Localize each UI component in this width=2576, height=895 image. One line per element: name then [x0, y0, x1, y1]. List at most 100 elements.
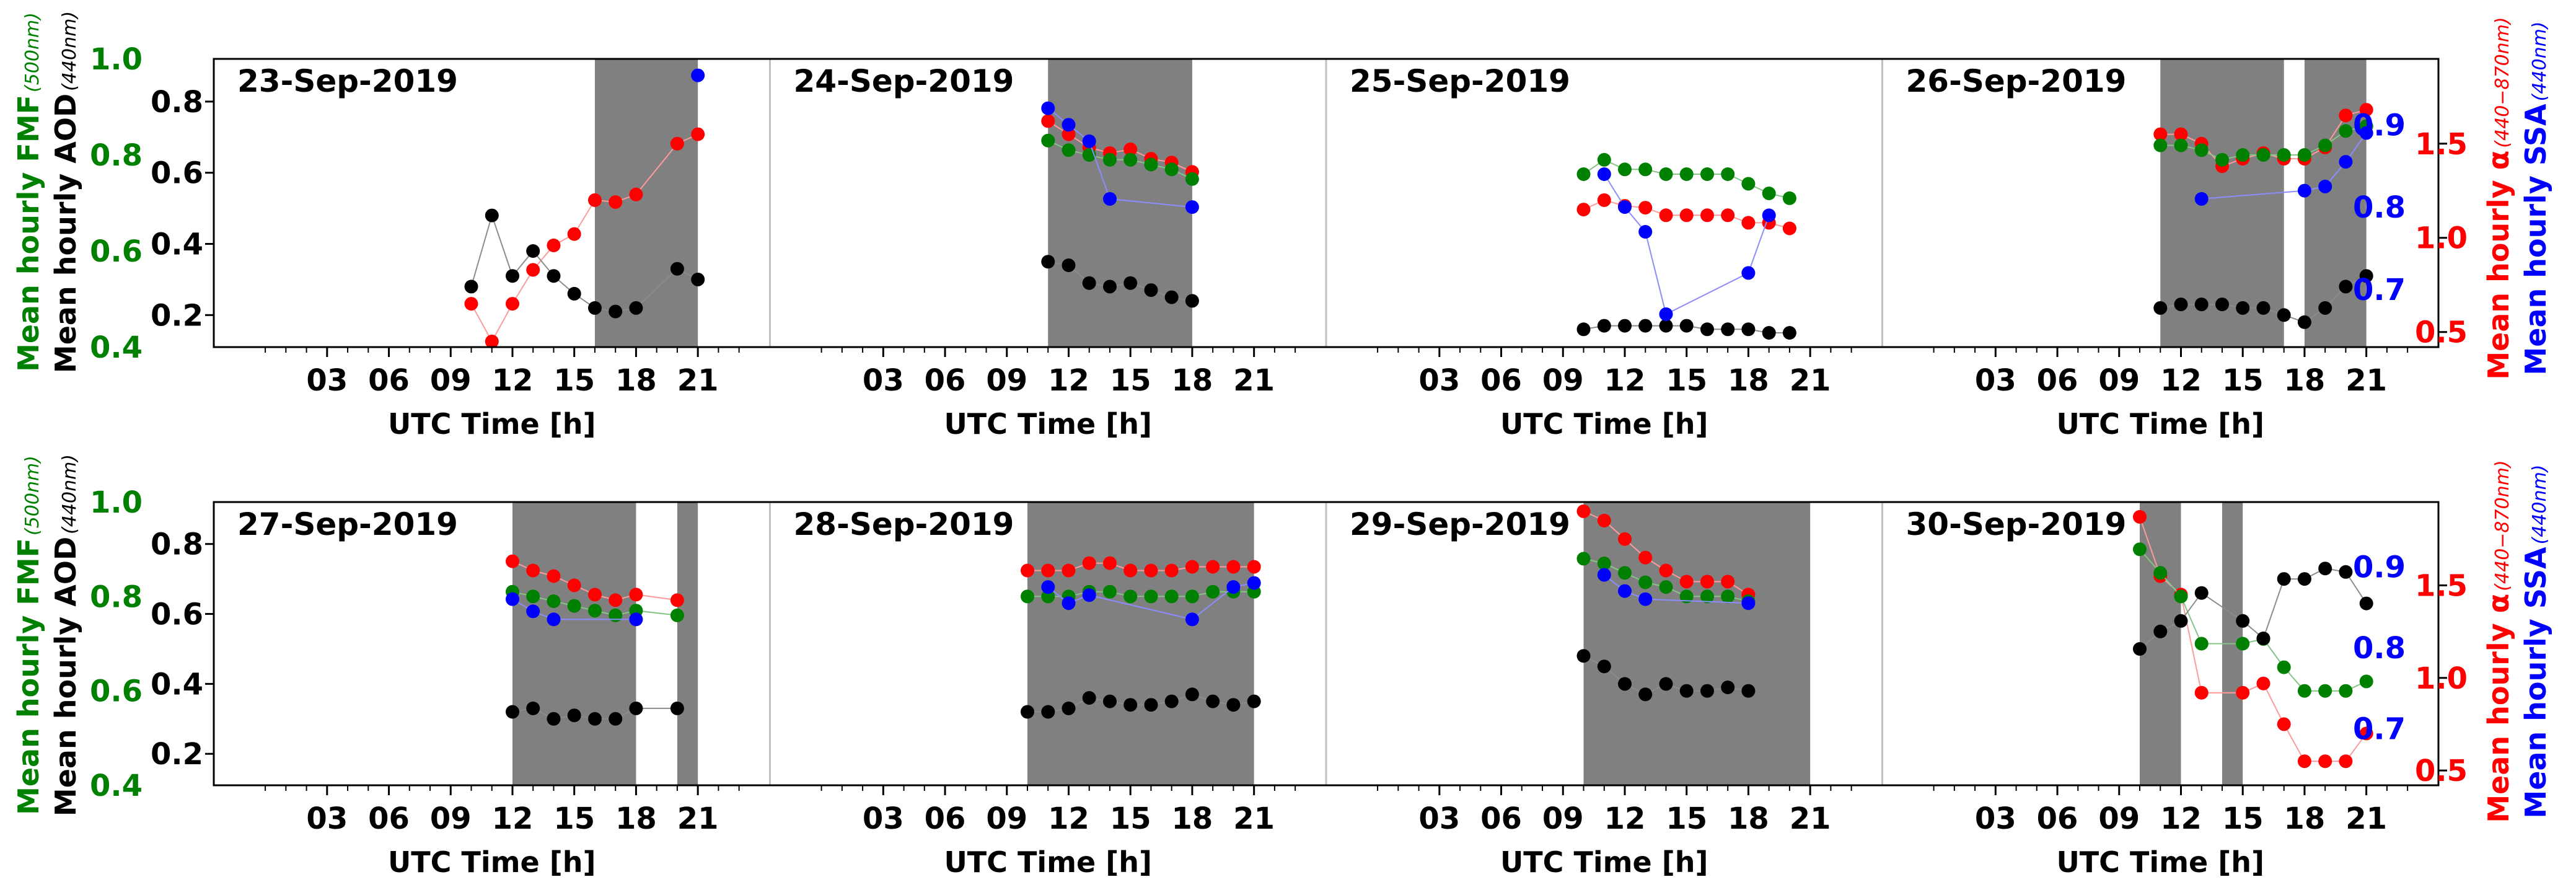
alpha-tick-label: 1.0: [2415, 661, 2468, 696]
aod-point: [1782, 326, 1796, 340]
fmf-point: [1164, 589, 1179, 604]
ssa-tick-label: 0.8: [2353, 631, 2406, 666]
x-tick-label: 18: [615, 363, 657, 398]
alpha-point: [1144, 563, 1158, 578]
aod-point: [1144, 283, 1158, 298]
aod-point: [1103, 280, 1117, 294]
ssa-point: [1062, 596, 1076, 611]
alpha-point: [1164, 563, 1179, 578]
aod-point: [1062, 258, 1076, 272]
alpha-tick-label: 0.5: [2415, 315, 2468, 350]
alpha-point: [506, 554, 519, 568]
ssa-point: [1041, 580, 1055, 594]
aod-point: [1638, 319, 1653, 333]
aod-point: [1638, 687, 1653, 702]
fmf-tick-label: 0.4: [90, 769, 143, 803]
fmf-point: [1576, 167, 1591, 181]
alpha-point: [1638, 550, 1653, 565]
alpha-point: [2194, 686, 2209, 700]
panel-29-Sep-2019: 29-Sep-2019 03 06 09 12 15 18 21 UTC Time [h]: [1325, 502, 1852, 879]
fmf-point: [1144, 157, 1158, 172]
alpha-point: [2297, 754, 2311, 769]
fmf-point: [609, 608, 623, 622]
x-axis-label: UTC Time [h]: [944, 845, 1152, 879]
panel-23-Sep-2019: 23-Sep-2019 03 06 09 12 15 18 21 UTC Time [h]: [237, 59, 740, 441]
ssa-point: [1618, 584, 1632, 598]
night-shading: [1027, 502, 1254, 785]
aod-point: [2339, 280, 2353, 294]
ssa-point: [1618, 200, 1632, 214]
aod-point: [1164, 694, 1179, 708]
aod-point: [2174, 298, 2188, 312]
aod-point: [1103, 694, 1117, 708]
aod-point: [629, 301, 643, 315]
aod-tick-label: 0.4: [151, 667, 203, 702]
panel-24-Sep-2019: 24-Sep-2019 03 06 09 12 15 18 21 UTC Time [h]: [769, 59, 1296, 441]
fmf-point: [2339, 684, 2353, 698]
aod-point: [2256, 301, 2270, 315]
ssa-point: [1247, 576, 1261, 590]
aod-point: [1659, 677, 1673, 691]
x-tick-label: 09: [1542, 363, 1584, 398]
alpha-point: [1082, 556, 1096, 570]
ssa-point: [1762, 208, 1776, 223]
alpha-point: [1700, 575, 1714, 589]
aod-point: [526, 244, 540, 258]
fmf-point: [2174, 589, 2188, 604]
aod-point: [2339, 565, 2353, 579]
aod-point: [567, 286, 581, 301]
aod-point: [1679, 319, 1694, 333]
aod-point: [1021, 705, 1034, 719]
fmf-point: [1041, 133, 1055, 148]
aod-point: [506, 705, 519, 719]
aod-point: [506, 269, 519, 283]
aod-point: [2318, 301, 2332, 315]
alpha-point: [1741, 216, 1756, 230]
alpha-point: [1576, 203, 1591, 217]
x-tick-label: 18: [1728, 363, 1769, 398]
fmf-point: [2153, 566, 2168, 580]
x-tick-label: 09: [430, 363, 472, 398]
alpha-point: [609, 593, 623, 607]
alpha-point: [1679, 575, 1694, 589]
aod-point: [1700, 322, 1714, 337]
fmf-tick-label: 1.0: [90, 42, 143, 77]
aod-point: [1041, 255, 1055, 269]
aod-point: [1700, 684, 1714, 698]
left-axis-titles-row1: Mean hourly FMF(500nm) Mean hourly AOD(4…: [12, 11, 82, 373]
x-tick-label: 09: [986, 363, 1027, 398]
fmf-point: [2339, 124, 2353, 138]
x-tick-label: 03: [306, 363, 348, 398]
aod-point: [2153, 301, 2168, 315]
x-tick-label: 15: [1666, 363, 1707, 398]
aod-point: [2277, 308, 2291, 322]
alpha-tick-label: 1.5: [2415, 127, 2468, 162]
alpha-tick-label: 1.0: [2415, 221, 2468, 256]
aod-point: [485, 208, 499, 223]
ssa-point: [1062, 118, 1076, 132]
x-tick-label: 09: [2098, 363, 2140, 398]
ssa-point: [2194, 192, 2209, 206]
fmf-point: [2297, 148, 2311, 162]
aod-point: [1123, 276, 1138, 290]
fmf-point: [1206, 584, 1220, 599]
x-axis-label: UTC Time [h]: [2056, 407, 2264, 441]
fmf-point: [2359, 674, 2373, 689]
ssa-point: [1082, 588, 1096, 602]
night-shading: [1583, 502, 1811, 785]
aod-point: [2215, 298, 2229, 312]
aod-point: [1082, 276, 1096, 290]
aod-tick-label: 0.8: [151, 527, 203, 562]
alpha-point: [588, 588, 602, 602]
aod-point: [2256, 632, 2270, 645]
axes-frame: [213, 58, 2440, 348]
ssa-point: [1185, 612, 1199, 627]
aod-point: [1659, 319, 1673, 333]
fmf-point: [1576, 552, 1591, 566]
fmf-point: [2318, 684, 2332, 698]
aod-point: [1144, 698, 1158, 712]
alpha-point: [1123, 142, 1138, 156]
aod-point: [1185, 687, 1199, 702]
fmf-point: [1164, 162, 1179, 177]
ssa-point: [2318, 179, 2332, 193]
